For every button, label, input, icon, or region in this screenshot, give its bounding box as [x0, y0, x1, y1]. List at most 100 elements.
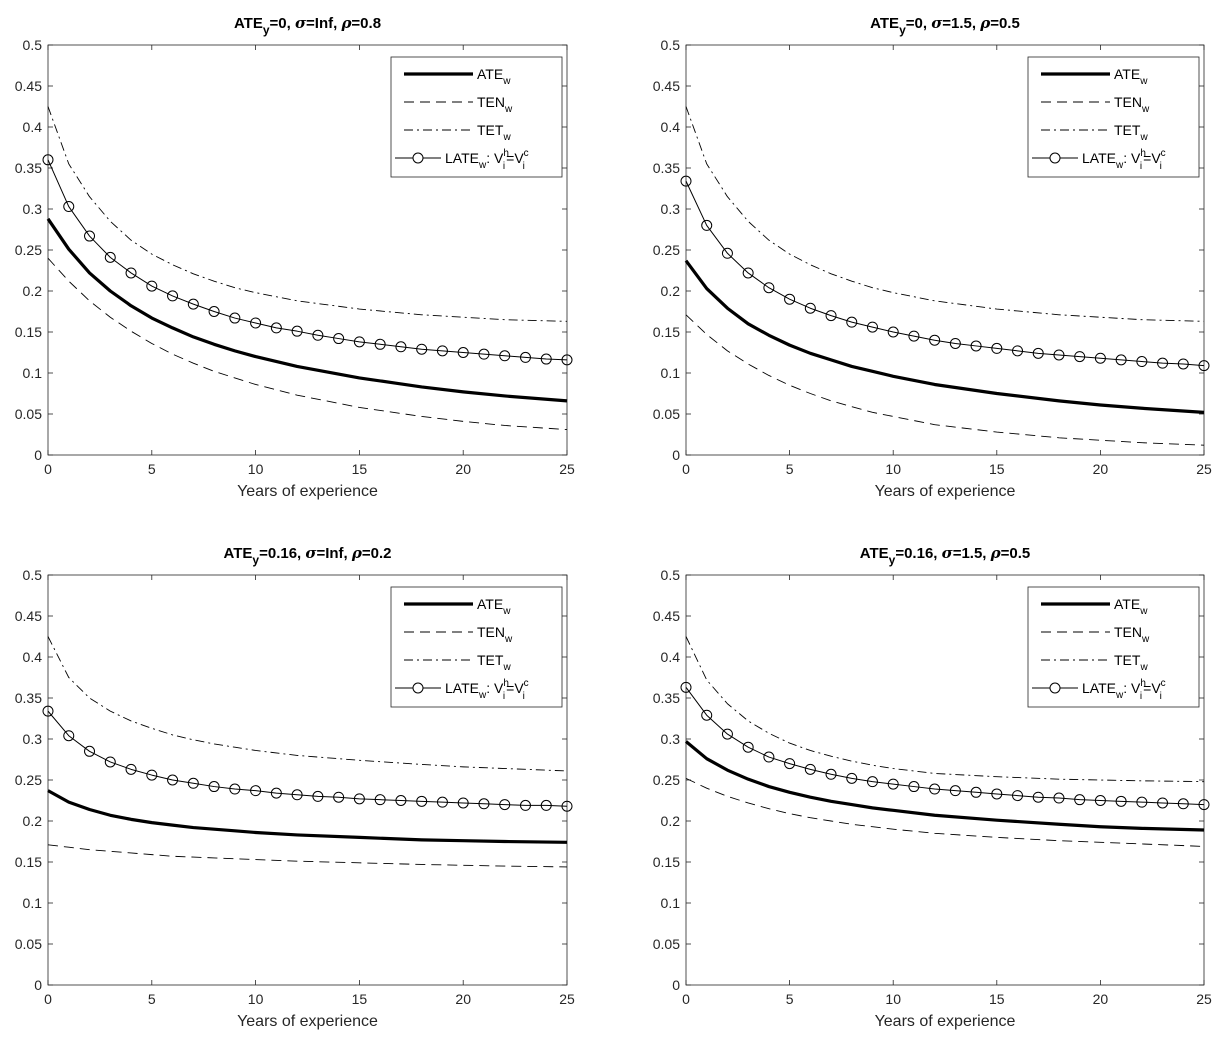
title-part: =0.16, [259, 545, 305, 562]
legend-superscript: h [1140, 678, 1146, 689]
legend-text: TEN [1114, 94, 1142, 110]
data-point-marker [1115, 795, 1127, 807]
data-point-marker [416, 343, 428, 355]
data-point-marker [208, 781, 220, 793]
series-line-thick-solid [684, 740, 1205, 832]
data-point-marker [187, 298, 199, 310]
x-tick-label: 25 [559, 991, 575, 1007]
data-point-marker [846, 772, 858, 784]
y-tick-label: 0.15 [15, 854, 42, 870]
y-tick-label: 0.35 [653, 160, 680, 176]
title-sigma: σ [305, 544, 317, 562]
legend-subscript: i [523, 691, 525, 702]
title-sigma: σ [931, 14, 943, 32]
title-part: ATE [234, 15, 263, 32]
y-tick-label: 0.25 [653, 242, 680, 258]
legend-text: ATE [477, 596, 503, 612]
x-tick-label: 20 [1093, 461, 1109, 477]
y-tick-label: 0.05 [15, 406, 42, 422]
x-tick-label: 0 [44, 461, 52, 477]
legend-superscript: c [1161, 678, 1166, 689]
legend-superscript: c [524, 148, 529, 159]
legend-marker [1049, 152, 1061, 164]
data-point-marker [561, 354, 573, 366]
data-point-marker [680, 175, 692, 187]
y-tick-label: 0.25 [653, 772, 680, 788]
legend-subscript: w [502, 662, 511, 673]
data-point-marker [1074, 351, 1086, 363]
legend-label: ATEw [477, 596, 511, 617]
data-point-marker [1198, 799, 1210, 811]
x-tick-label: 10 [248, 461, 264, 477]
legend-label: LATEw: Vh i=Vc i [445, 678, 529, 702]
y-tick-label: 0.25 [15, 242, 42, 258]
x-tick-label: 0 [682, 461, 690, 477]
x-tick-label: 20 [455, 461, 471, 477]
legend-text: TEN [477, 624, 505, 640]
data-point-marker [763, 282, 775, 294]
y-tick-label: 0.3 [23, 201, 43, 217]
data-point-marker [125, 267, 137, 279]
data-point-marker [991, 788, 1003, 800]
data-point-marker [1177, 358, 1189, 370]
x-tick-label: 15 [352, 991, 368, 1007]
legend-text: : V [1123, 150, 1141, 166]
legend-label: TETw [1114, 652, 1148, 673]
legend-subscript: w [478, 160, 487, 171]
y-tick-label: 0.35 [653, 690, 680, 706]
legend-text: LATE [445, 150, 479, 166]
data-point-marker [701, 219, 713, 231]
y-tick-label: 0.5 [661, 567, 681, 583]
x-tick-label: 20 [455, 991, 471, 1007]
x-tick-label: 5 [786, 461, 794, 477]
data-point-marker [784, 293, 796, 305]
chart-title: ATEy=0.16, σ=Inf, ρ=0.2 [224, 544, 392, 567]
legend-text: =V [506, 150, 524, 166]
title-subscript: y [252, 553, 259, 567]
legend-text: =V [1143, 150, 1161, 166]
series-line-thick-solid [47, 789, 568, 844]
data-point-marker [701, 709, 713, 721]
data-point-marker [374, 794, 386, 806]
data-point-marker [478, 798, 490, 810]
legend-label: TENw [477, 94, 513, 115]
data-point-marker [561, 800, 573, 812]
y-tick-label: 0.1 [23, 365, 43, 381]
y-tick-label: 0.4 [23, 119, 43, 135]
data-point-marker [270, 322, 282, 334]
data-point-marker [929, 334, 941, 346]
data-point-marker [250, 317, 262, 329]
legend-label: ATEw [477, 66, 511, 87]
series-line-thick-solid [46, 217, 568, 403]
legend-label: LATEw: Vh i=Vc i [1082, 148, 1166, 172]
title-part: =0.16, [895, 545, 941, 562]
data-point-marker [1012, 345, 1024, 357]
series-line-dashdot [47, 636, 568, 772]
x-tick-label: 5 [148, 991, 156, 1007]
legend-text: : V [486, 150, 504, 166]
data-point-marker [167, 774, 179, 786]
data-point-marker [846, 316, 858, 328]
series-line-solid-circles [47, 710, 568, 807]
title-part: =0, [906, 15, 931, 32]
y-tick-label: 0.1 [661, 365, 681, 381]
y-tick-label: 0.2 [661, 283, 681, 299]
x-tick-label: 0 [44, 991, 52, 1007]
y-tick-label: 0.5 [23, 37, 43, 53]
data-point-marker [457, 797, 469, 809]
x-tick-label: 0 [682, 991, 690, 1007]
data-point-marker [457, 347, 469, 358]
y-tick-label: 0 [672, 447, 680, 463]
legend-subscript: i [523, 161, 525, 172]
legend-subscript: i [503, 161, 505, 172]
y-tick-label: 0.15 [15, 324, 42, 340]
title-part: =0.2 [362, 545, 392, 562]
data-point-marker [84, 745, 96, 757]
data-point-marker [63, 730, 75, 742]
data-point-marker [395, 341, 407, 353]
legend-marker [412, 152, 424, 164]
x-tick-label: 25 [559, 461, 575, 477]
data-point-marker [146, 769, 158, 781]
